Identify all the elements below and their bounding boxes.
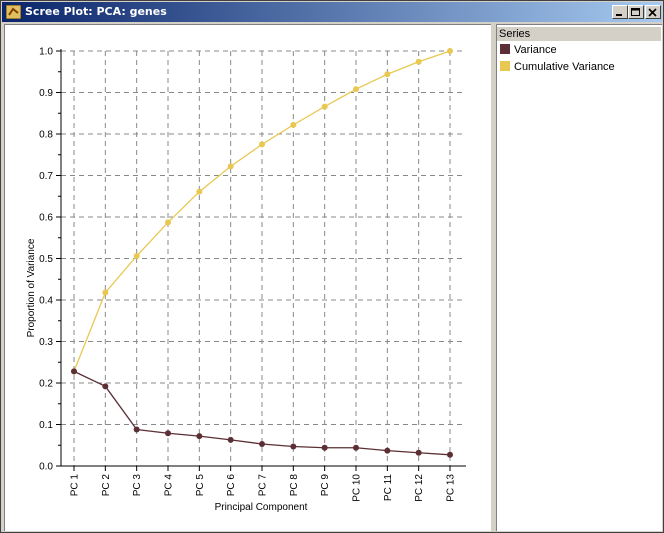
x-tick-label: PC 12	[414, 474, 425, 502]
close-button[interactable]	[645, 5, 661, 19]
data-point-cumulative-variance	[353, 86, 359, 93]
y-tick-label: 0.1	[39, 420, 53, 431]
x-tick-label: PC 2	[101, 474, 112, 497]
x-tick-label: PC 13	[446, 474, 457, 502]
x-tick-label: PC 9	[320, 474, 331, 497]
title-bar[interactable]: Scree Plot: PCA: genes	[2, 2, 662, 22]
legend-swatch-variance	[500, 44, 510, 54]
legend-panel: Series Variance Cumulative Variance	[496, 24, 662, 531]
y-tick-label: 0.6	[39, 213, 53, 224]
y-tick-label: 0.4	[39, 296, 53, 307]
legend-item-cumulative-variance[interactable]: Cumulative Variance	[500, 60, 615, 74]
y-tick-label: 0.5	[39, 254, 53, 265]
maximize-icon	[631, 8, 640, 16]
y-tick-label: 0.3	[39, 337, 53, 348]
x-tick-label: PC 4	[164, 474, 175, 497]
data-point-variance	[384, 447, 391, 454]
x-tick-label: PC 3	[132, 474, 143, 497]
legend-label: Variance	[514, 44, 557, 56]
data-point-variance	[321, 444, 328, 451]
data-point-variance	[259, 441, 265, 448]
close-icon	[648, 8, 657, 17]
data-point-cumulative-variance	[415, 58, 422, 65]
maximize-button[interactable]	[628, 5, 644, 19]
y-tick-label: 0.7	[39, 171, 53, 182]
data-point-variance	[290, 443, 297, 450]
data-point-cumulative-variance	[259, 141, 265, 148]
legend-item-variance[interactable]: Variance	[500, 43, 557, 57]
x-tick-label: PC 7	[258, 474, 269, 497]
legend-header: Series	[497, 27, 661, 41]
y-tick-label: 0.8	[39, 130, 53, 141]
legend-swatch-cumulative-variance	[500, 61, 510, 71]
data-point-cumulative-variance	[227, 163, 234, 170]
data-point-variance	[102, 383, 109, 390]
x-tick-label: PC 10	[352, 474, 363, 502]
data-point-cumulative-variance	[447, 48, 453, 54]
minimize-icon	[616, 14, 622, 16]
window-title: Scree Plot: PCA: genes	[25, 5, 167, 18]
data-point-cumulative-variance	[321, 103, 328, 110]
data-point-variance	[353, 444, 359, 451]
y-tick-label: 1.0	[39, 47, 53, 58]
x-tick-label: PC 11	[383, 474, 394, 501]
chart-panel: 0.0 0.1 0.2 0.3 0.4 0.5 0.6 0.7 0.8 0.9 1.0 PC 1 PC …	[4, 24, 491, 531]
y-axis-title: Proportion of Variance	[26, 238, 37, 337]
data-point-variance	[133, 426, 140, 433]
data-point-cumulative-variance	[196, 188, 203, 195]
minimize-button[interactable]	[612, 5, 628, 19]
data-point-cumulative-variance	[165, 219, 171, 226]
data-point-variance	[227, 436, 234, 443]
x-tick-label: PC 1	[70, 474, 81, 497]
x-tick-label: PC 6	[226, 474, 237, 497]
data-point-variance	[71, 368, 77, 375]
y-tick-label: 0.0	[39, 462, 53, 473]
data-point-cumulative-variance	[133, 253, 140, 260]
data-point-variance	[447, 451, 453, 458]
data-point-cumulative-variance	[384, 71, 391, 78]
panel-splitter[interactable]	[491, 24, 496, 531]
y-tick-label: 0.9	[39, 88, 53, 99]
x-axis-title: Principal Component	[215, 502, 308, 513]
app-icon[interactable]	[6, 5, 21, 19]
x-tick-label: PC 8	[289, 474, 300, 497]
data-point-variance	[415, 449, 422, 456]
data-point-variance	[165, 430, 171, 437]
y-tick-label: 0.2	[39, 379, 53, 390]
data-point-cumulative-variance	[102, 289, 109, 296]
x-tick-label: PC 5	[195, 474, 206, 497]
scree-plot-chart: 0.0 0.1 0.2 0.3 0.4 0.5 0.6 0.7 0.8 0.9 1.0 PC 1 PC …	[26, 47, 466, 513]
data-point-cumulative-variance	[290, 121, 297, 128]
legend-label: Cumulative Variance	[514, 61, 615, 73]
data-point-variance	[196, 433, 203, 440]
